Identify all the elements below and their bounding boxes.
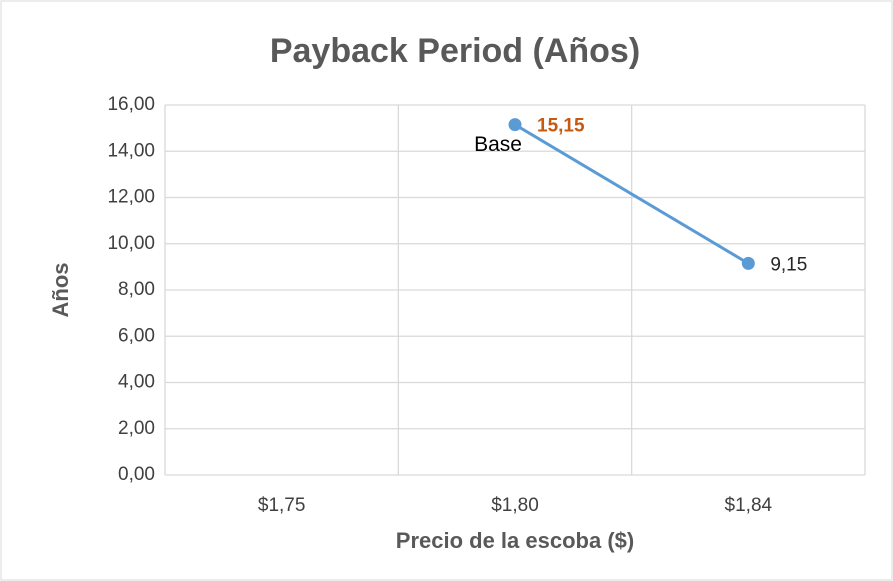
chart-title: Payback Period (Años) [270, 32, 640, 70]
line [514, 123, 750, 265]
x-tick-label: $1,84 [725, 495, 773, 516]
x-axis-label: Precio de la escoba ($) [396, 528, 634, 553]
y-tick-label: 4,00 [118, 372, 155, 393]
x-tick-label: $1,80 [491, 495, 539, 516]
annotation: Base [474, 133, 522, 156]
y-axis-label: Años [48, 263, 73, 318]
y-tick-label: 6,00 [118, 325, 155, 346]
y-tick-label: 16,00 [107, 94, 155, 115]
y-tick-label: 14,00 [107, 140, 155, 161]
x-tick-label: $1,75 [258, 495, 306, 516]
y-tick-label: 10,00 [107, 233, 155, 254]
y-tick-label: 0,00 [118, 464, 155, 485]
data-label: 9,15 [770, 254, 807, 275]
data-label: 15,15 [537, 116, 585, 137]
y-tick-label: 8,00 [118, 279, 155, 300]
marker [741, 256, 755, 270]
y-tick-label: 12,00 [107, 187, 155, 208]
marker [508, 118, 522, 132]
y-tick-label: 2,00 [118, 418, 155, 439]
